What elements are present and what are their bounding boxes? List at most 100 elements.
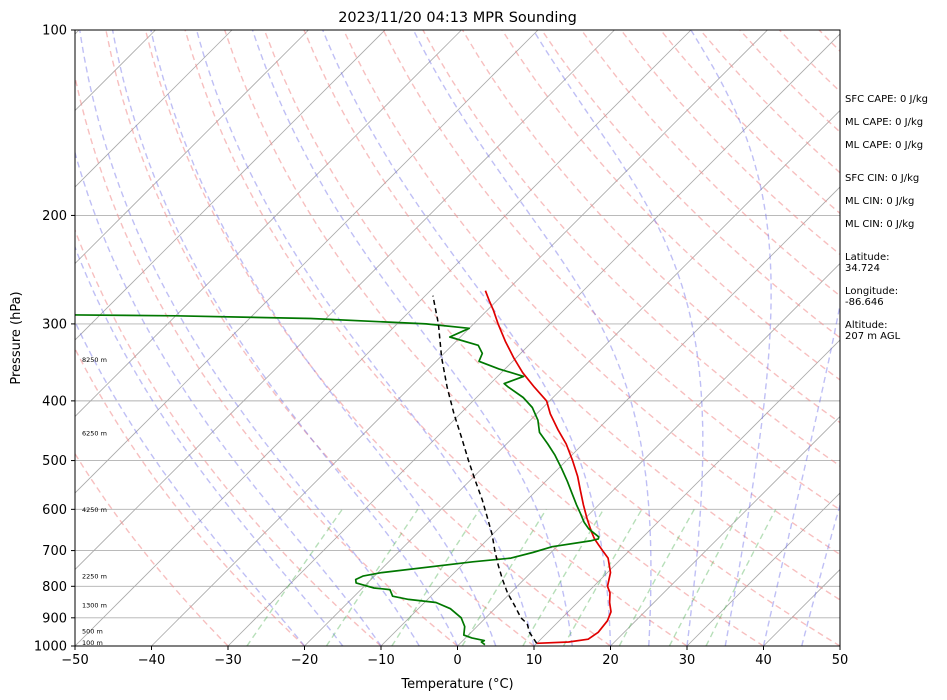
plot-frame bbox=[74, 29, 841, 647]
mixing-ratio-line bbox=[522, 508, 605, 646]
isotherm-line bbox=[75, 30, 539, 494]
y-tick-label: 600 bbox=[42, 503, 67, 518]
x-tick-label: −50 bbox=[61, 653, 88, 668]
height-label: 4250 m bbox=[82, 506, 107, 514]
isotherm-line bbox=[686, 492, 840, 646]
y-axis-label: Pressure (hPa) bbox=[9, 291, 24, 384]
dewpoint-profile bbox=[75, 314, 600, 646]
stats-panel: SFC CAPE: 0 J/kg ML CAPE: 0 J/kg ML CAPE: … bbox=[845, 94, 928, 342]
x-tick-label: −40 bbox=[138, 653, 165, 668]
y-tick-label: 100 bbox=[42, 24, 67, 39]
dry-adiabat bbox=[382, 30, 840, 511]
isotherm-line bbox=[75, 30, 233, 188]
stat-line: Longitude: bbox=[845, 286, 898, 297]
chart-title: 2023/11/20 04:13 MPR Sounding bbox=[338, 10, 577, 26]
moist-adiabat bbox=[251, 30, 573, 646]
isotherm-line bbox=[227, 33, 840, 646]
moist-adiabat bbox=[75, 245, 344, 646]
x-tick-label: 0 bbox=[453, 653, 461, 668]
isotherm-line bbox=[75, 30, 386, 341]
height-label: 100 m bbox=[82, 639, 103, 647]
x-tick-label: −20 bbox=[291, 653, 318, 668]
moist-adiabat bbox=[75, 150, 382, 646]
dry-adiabat bbox=[105, 30, 535, 646]
mixing-ratio-line bbox=[562, 508, 643, 646]
stat-line: Latitude: bbox=[845, 252, 890, 263]
dry-adiabat bbox=[580, 30, 840, 297]
dry-adiabat bbox=[75, 452, 229, 646]
mixing-ratio-line bbox=[705, 508, 777, 646]
x-axis-label: Temperature (°C) bbox=[400, 677, 513, 692]
y-tick-label: 900 bbox=[42, 611, 67, 626]
y-tick-label: 800 bbox=[42, 580, 67, 595]
moist-adiabat bbox=[532, 30, 704, 646]
isotherm-line bbox=[380, 186, 840, 646]
x-tick-label: −10 bbox=[367, 653, 394, 668]
y-tick-label: 400 bbox=[42, 394, 67, 409]
dry-adiabat bbox=[184, 30, 688, 646]
parcel-profile bbox=[432, 295, 538, 644]
x-tick-label: 50 bbox=[832, 653, 849, 668]
dry-adiabat bbox=[342, 30, 840, 556]
x-tick-label: −30 bbox=[214, 653, 241, 668]
dry-adiabat bbox=[144, 30, 611, 646]
stat-line: Altitude: bbox=[845, 320, 887, 331]
stat-line: SFC CIN: 0 J/kg bbox=[845, 173, 919, 184]
isotherm-line bbox=[304, 109, 840, 646]
x-tick-label: 40 bbox=[755, 653, 772, 668]
background-lines bbox=[75, 30, 840, 646]
isotherm-line bbox=[151, 30, 768, 646]
isotherm-line bbox=[457, 262, 840, 646]
dry-adiabat bbox=[422, 30, 840, 467]
mixing-ratio-line bbox=[668, 508, 742, 646]
stat-line: ML CIN: 0 J/kg bbox=[845, 196, 914, 207]
y-tick-label: 700 bbox=[42, 544, 67, 559]
data-lines bbox=[75, 290, 612, 646]
stat-line: 207 m AGL bbox=[845, 331, 901, 342]
dry-adiabat bbox=[224, 30, 764, 646]
y-tick-label: 500 bbox=[42, 454, 67, 469]
height-label: 1300 m bbox=[82, 602, 107, 610]
height-label: 500 m bbox=[82, 628, 103, 636]
height-label: 8250 m bbox=[82, 356, 107, 364]
isotherm-line bbox=[75, 30, 462, 418]
x-tick-label: 20 bbox=[602, 653, 619, 668]
temperature-profile bbox=[484, 290, 612, 645]
y-tick-label: 300 bbox=[42, 317, 67, 332]
moist-adiabat bbox=[111, 30, 459, 646]
stat-line: -86.646 bbox=[845, 297, 884, 308]
moist-adiabat bbox=[322, 30, 612, 646]
moist-adiabat bbox=[412, 30, 652, 646]
dry-adiabat bbox=[303, 30, 840, 601]
isotherm-line bbox=[533, 339, 840, 646]
dry-adiabat bbox=[75, 228, 382, 646]
y-tick-label: 1000 bbox=[34, 640, 67, 655]
moist-adiabat bbox=[150, 30, 497, 646]
moist-adiabat bbox=[690, 30, 772, 646]
mixing-ratio-line bbox=[391, 508, 481, 646]
stat-line: ML CIN: 0 J/kg bbox=[845, 219, 914, 230]
isotherm-line bbox=[75, 30, 692, 646]
mixing-ratio-line bbox=[246, 508, 343, 646]
y-tick-label: 200 bbox=[42, 209, 67, 224]
mixing-ratio-line bbox=[618, 508, 695, 646]
axes: −50 −40 −30 −20 −10 0 10 20 30 40 50 1000 900 800 700 6… bbox=[34, 24, 848, 669]
isotherm-line bbox=[75, 30, 615, 571]
height-label: 6250 m bbox=[82, 430, 107, 438]
stat-line: 34.724 bbox=[845, 263, 880, 274]
dry-adiabat bbox=[75, 347, 305, 646]
x-tick-label: 10 bbox=[526, 653, 543, 668]
moist-adiabat bbox=[762, 301, 840, 646]
dry-adiabat bbox=[263, 30, 840, 646]
stat-line: ML CAPE: 0 J/kg bbox=[845, 140, 923, 151]
height-label: 2250 m bbox=[82, 573, 107, 581]
isotherm-line bbox=[75, 30, 309, 265]
x-tick-label: 30 bbox=[679, 653, 696, 668]
stat-line: ML CAPE: 0 J/kg bbox=[845, 117, 923, 128]
stat-line: SFC CAPE: 0 J/kg bbox=[845, 94, 928, 105]
isotherm-line bbox=[610, 415, 840, 646]
mixing-ratio-line bbox=[461, 508, 547, 646]
moist-adiabat bbox=[79, 30, 420, 646]
